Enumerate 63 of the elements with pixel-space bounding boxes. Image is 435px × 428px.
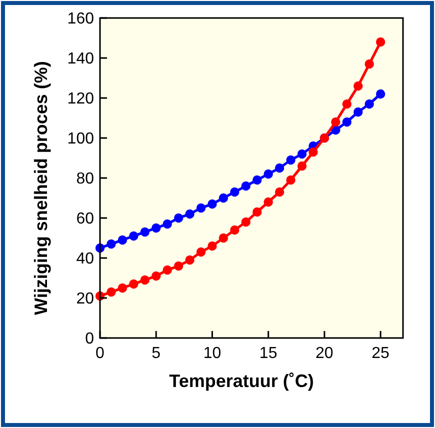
point (354, 107, 363, 117)
x-tick-label: 15 (259, 345, 278, 362)
point (297, 161, 307, 171)
point (185, 209, 194, 219)
point (297, 149, 307, 159)
x-axis-title: Temperatuur (˚C) (169, 371, 314, 391)
y-tick-label: 80 (76, 170, 94, 188)
y-tick-label: 0 (85, 330, 94, 348)
point (106, 239, 116, 249)
point (118, 235, 128, 245)
point (162, 265, 172, 275)
point (162, 219, 172, 229)
point (129, 231, 138, 241)
x-tick-label: 20 (316, 345, 334, 362)
x-tick-label: 25 (372, 345, 390, 362)
point (208, 241, 217, 251)
point (174, 261, 184, 271)
point (274, 163, 284, 173)
x-tick-label: 10 (203, 345, 222, 362)
y-tick-label: 40 (76, 250, 94, 268)
point (196, 203, 206, 213)
point (286, 175, 296, 185)
point (241, 217, 250, 227)
point (152, 223, 161, 233)
point (129, 279, 138, 289)
point (364, 99, 374, 109)
point (106, 287, 116, 297)
y-tick-label: 140 (67, 50, 94, 68)
point (140, 227, 150, 237)
point (264, 197, 273, 207)
point (364, 59, 374, 69)
point (376, 89, 386, 99)
point (342, 117, 352, 127)
point (274, 187, 284, 197)
point (218, 233, 228, 243)
point (196, 247, 206, 257)
point (252, 207, 262, 217)
y-tick-label: 60 (76, 210, 94, 228)
point (152, 271, 161, 281)
point (185, 255, 194, 265)
y-tick-label: 120 (67, 90, 94, 108)
point (208, 199, 217, 209)
x-tick-label: 5 (152, 345, 161, 362)
point (308, 147, 318, 157)
point (230, 225, 240, 235)
point (354, 81, 363, 91)
point (331, 117, 340, 127)
point (174, 213, 184, 223)
point (264, 169, 273, 179)
point (241, 181, 250, 191)
point (252, 175, 262, 185)
y-tick-label: 100 (67, 130, 94, 148)
y-tick-label: 160 (67, 10, 94, 28)
x-tick-label: 0 (96, 345, 105, 362)
point (342, 99, 352, 109)
y-axis-title: Wijziging snelheid proces (%) (31, 61, 51, 315)
point (230, 187, 240, 197)
point (286, 155, 296, 165)
point (218, 193, 228, 203)
point (376, 37, 386, 47)
point (118, 283, 128, 293)
y-tick-label: 20 (76, 290, 94, 308)
point (140, 275, 150, 285)
